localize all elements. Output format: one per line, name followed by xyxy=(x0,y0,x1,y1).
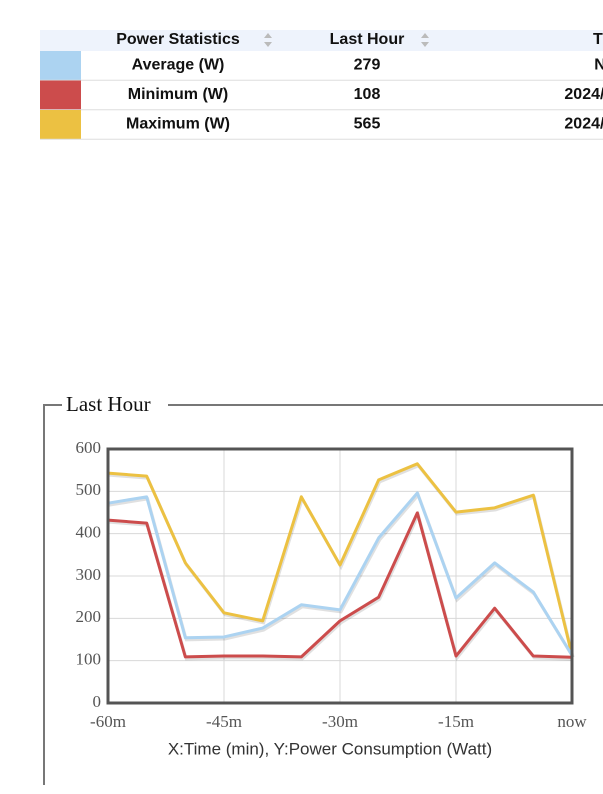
y-tick-label: 200 xyxy=(76,607,102,626)
series-line xyxy=(107,511,573,659)
column-header: Power Statistics xyxy=(116,31,240,48)
column-header: Last Hour xyxy=(330,31,405,48)
x-tick-label: -60m xyxy=(90,712,126,731)
table-cell: 2024/03/2 xyxy=(564,86,603,103)
x-tick-label: now xyxy=(557,712,587,731)
y-tick-label: 400 xyxy=(76,523,102,542)
y-tick-label: 600 xyxy=(76,438,102,457)
x-tick-label: -45m xyxy=(206,712,242,731)
table-cell: 108 xyxy=(354,86,381,103)
series-line xyxy=(107,462,574,656)
column-header: Ti xyxy=(593,31,603,48)
table-cell: 565 xyxy=(354,116,381,133)
plot-frame xyxy=(106,447,574,705)
color-swatch xyxy=(40,80,81,110)
table-cell: Maximum (W) xyxy=(126,116,230,133)
table-header xyxy=(40,30,603,51)
table-cell: N xyxy=(594,57,603,74)
y-tick-label: 300 xyxy=(76,565,102,584)
series-line xyxy=(107,491,574,656)
table-cell: 279 xyxy=(354,57,381,74)
panel-title: Last Hour xyxy=(66,392,151,416)
y-tick-label: 500 xyxy=(76,480,102,499)
y-tick-label: 0 xyxy=(93,692,102,711)
table-cell: Average (W) xyxy=(132,57,225,74)
x-tick-label: -30m xyxy=(322,712,358,731)
y-tick-label: 100 xyxy=(76,650,102,669)
x-axis-title: X:Time (min), Y:Power Consumption (Watt) xyxy=(168,739,492,758)
color-swatch xyxy=(40,51,81,80)
sort-icon xyxy=(421,33,429,47)
fieldset-border xyxy=(43,404,603,785)
color-swatch xyxy=(40,110,81,139)
table-cell: 2024/03/2 xyxy=(564,116,603,133)
x-tick-label: -15m xyxy=(438,712,474,731)
table-cell: Minimum (W) xyxy=(128,86,228,103)
sort-icon xyxy=(264,33,272,47)
